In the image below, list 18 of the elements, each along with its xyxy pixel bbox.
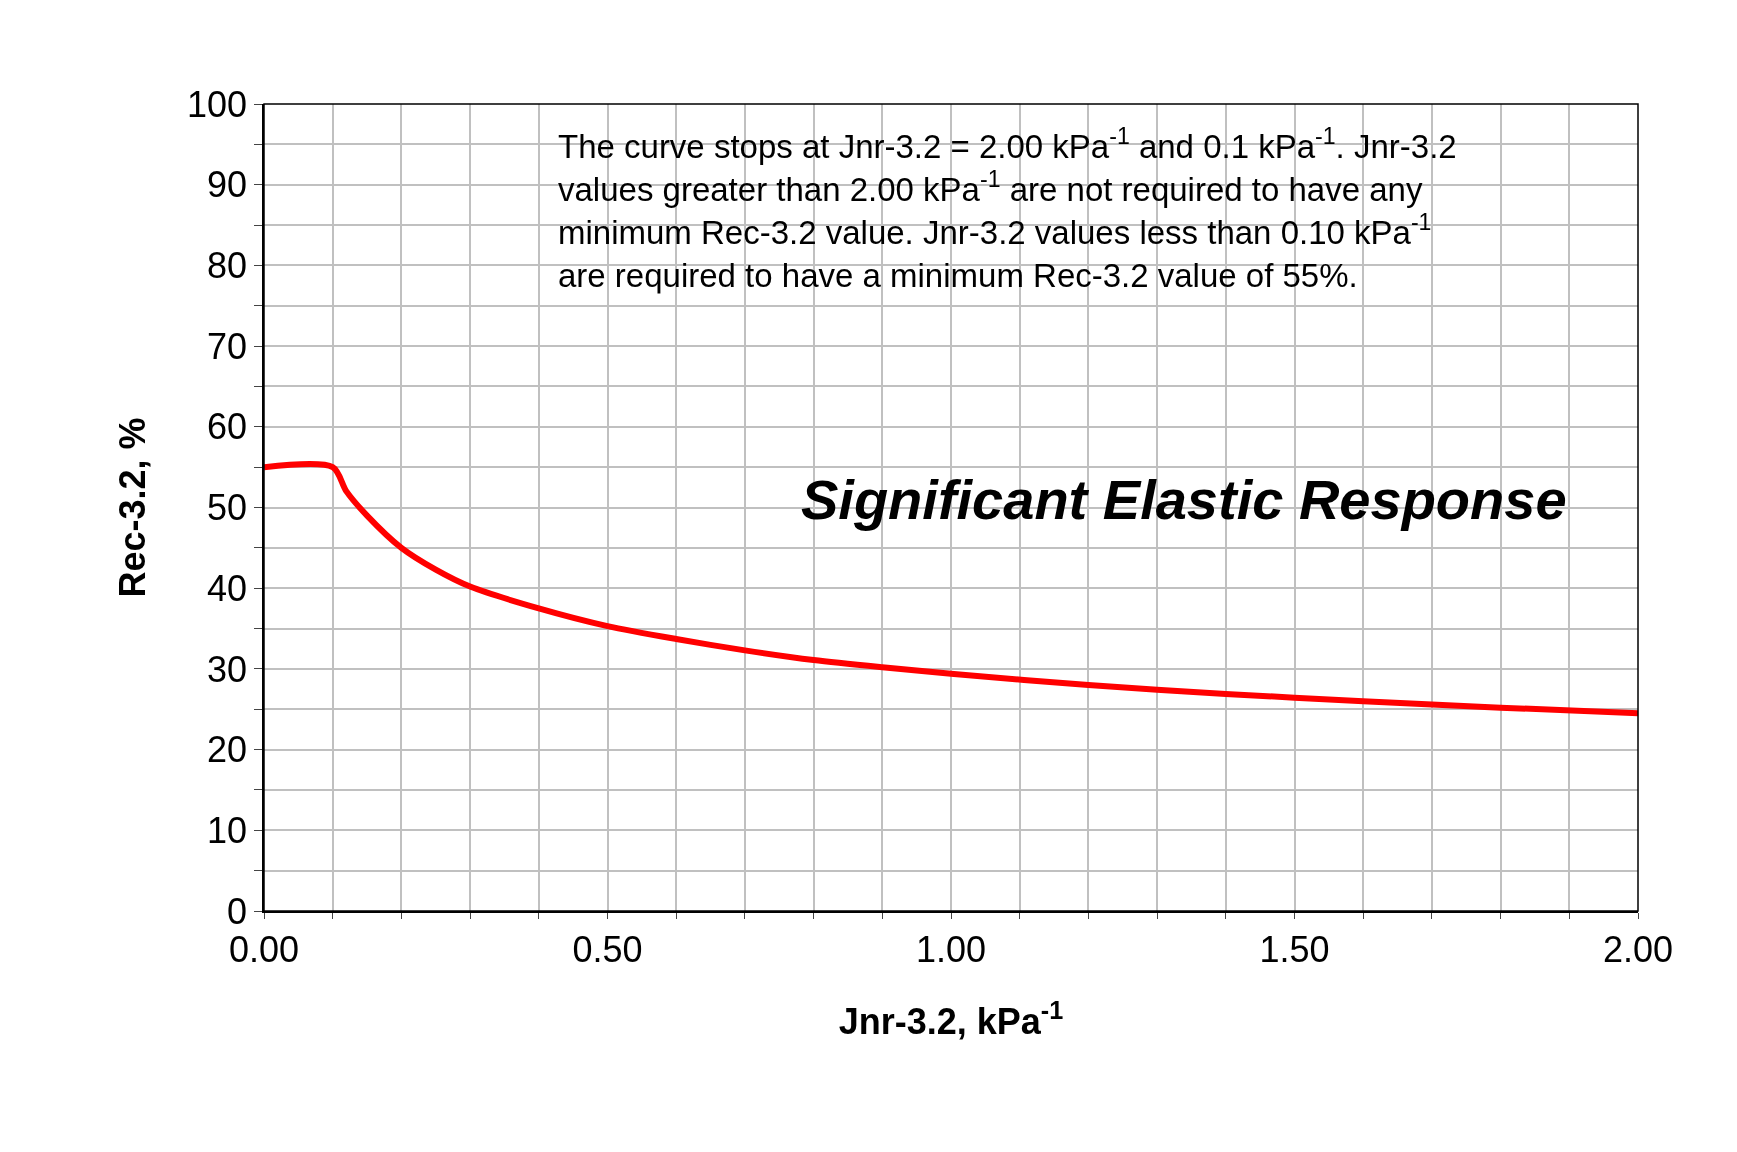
x-tick-label: 2.00 [1602, 928, 1674, 970]
y-tick-label: 80 [207, 245, 248, 286]
y-axis-title: Rec-3.2, % [112, 417, 154, 598]
y-tick-label: 60 [207, 406, 248, 448]
y-tick-label: 90 [207, 164, 248, 206]
x-axis-title: Jnr-3.2, kPa$^{-1}$ [838, 996, 1064, 1043]
y-tick-label: 100 [186, 83, 248, 125]
y-tick-label: 10 [207, 809, 248, 851]
x-tick-label: 1.00 [915, 928, 987, 970]
annotation: Significant Elastic Response [801, 468, 1567, 531]
y-tick-label: 20 [207, 729, 248, 771]
x-tick-label: 1.50 [1259, 928, 1330, 970]
y-tick-label: 70 [207, 325, 248, 367]
y-tick-label: 30 [207, 648, 248, 690]
y-tick-label: 50 [207, 487, 248, 529]
x-tick-label: 0.50 [572, 928, 643, 970]
text: The curve stops at Jnr-3.2 = 2.00 kPa$^{-1}$ and 0.1 kPa$^{-1}$. Jnr-3.2 values greater than 2.00 kPa$^{-1}$ are not required to have any minimum Rec-3.2 value. Jnr-3.2 values less than 0.10 kPa$^{-1}$ are required to have a minimum Rec-3.2 value of 55%. [558, 123, 1457, 294]
y-tick-label: 40 [207, 567, 248, 609]
